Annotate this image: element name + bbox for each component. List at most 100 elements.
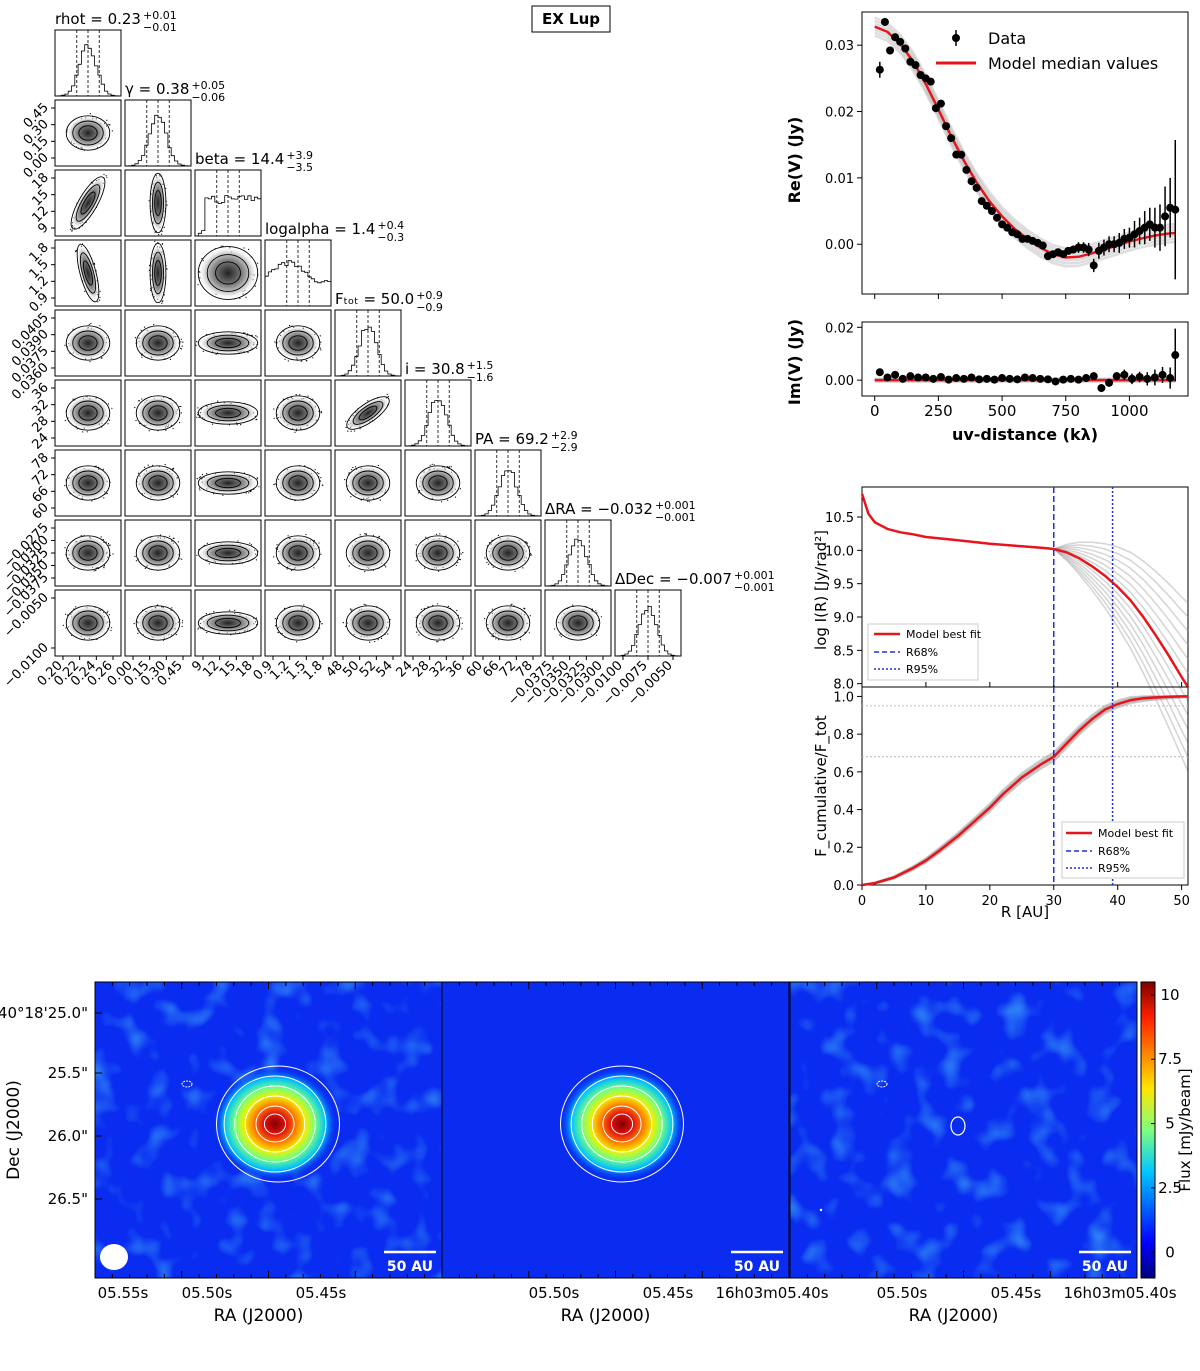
corner-cell <box>334 519 402 587</box>
sample-point <box>248 492 250 494</box>
sample-point <box>273 484 275 486</box>
sample-point <box>250 544 252 546</box>
sample-point <box>163 226 165 228</box>
sample-point <box>161 230 163 232</box>
sample-point <box>220 245 222 247</box>
y-tick-label: 10.5 <box>825 511 854 526</box>
corner-xtick: 18 <box>234 658 256 680</box>
data-point <box>944 375 953 384</box>
parameter-err-down: −0.01 <box>143 21 177 34</box>
sample-point <box>435 533 437 535</box>
sample-point <box>206 542 208 545</box>
sample-point <box>134 406 136 409</box>
sample-point <box>88 323 90 326</box>
sample-point <box>134 337 137 339</box>
sample-point <box>455 564 457 566</box>
density-contour <box>215 407 241 419</box>
y-tick-label: 0.0 <box>833 879 854 894</box>
map-x-tick-label: 05.45s <box>643 1284 694 1302</box>
data-point <box>906 372 915 381</box>
sample-point <box>245 296 247 298</box>
sample-point <box>182 341 184 343</box>
data-point <box>1097 384 1106 393</box>
map-x-tick-label: 05.50s <box>182 1284 233 1302</box>
flux-contour <box>223 1075 327 1173</box>
sample-point <box>368 501 370 503</box>
sample-point <box>138 472 140 474</box>
sample-point <box>106 612 108 614</box>
map-y-tick-label: 26.5" <box>48 1190 88 1208</box>
density-contour <box>498 615 518 631</box>
density-contour <box>72 120 104 146</box>
sample-point <box>144 466 146 468</box>
data-point <box>962 165 971 174</box>
sample-point <box>380 637 383 640</box>
model-sample-band <box>861 493 1189 618</box>
sample-point <box>349 608 351 610</box>
sample-point <box>448 605 450 608</box>
data-point <box>926 77 935 86</box>
sample-point <box>431 463 433 465</box>
sample-point <box>166 204 168 206</box>
data-point <box>1155 223 1164 232</box>
y-tick-label: 9.5 <box>833 578 854 593</box>
map-x-tick-label: 05.55s <box>98 1284 149 1302</box>
data-point <box>1135 372 1144 381</box>
sample-point <box>169 358 171 360</box>
sample-point <box>90 322 92 325</box>
sample-point <box>273 556 275 558</box>
model-sample-band <box>874 16 1176 250</box>
sample-point <box>312 357 314 359</box>
density-contour <box>415 465 461 501</box>
sample-point <box>106 493 108 495</box>
parameter-title: rhot = 0.23 <box>55 10 141 28</box>
density-contour <box>358 545 378 561</box>
sample-point <box>441 501 443 503</box>
data-point <box>992 213 1001 222</box>
data-point <box>947 134 956 143</box>
sample-point <box>560 636 563 638</box>
parameter-err-up: +2.9 <box>551 429 578 442</box>
sample-point <box>154 240 156 242</box>
sample-point <box>423 607 425 610</box>
sample-point <box>384 564 386 567</box>
corner-cell <box>54 99 122 167</box>
corner-cell <box>54 169 122 237</box>
corner-cell <box>264 379 332 447</box>
sample-point <box>318 473 320 475</box>
sample-point <box>425 536 427 538</box>
sample-point <box>180 412 182 414</box>
sample-point <box>65 627 67 629</box>
parameter-title: i = 30.8 <box>405 360 465 378</box>
data-point <box>1028 374 1037 383</box>
sample-point <box>69 228 72 230</box>
corner-cell <box>124 239 192 307</box>
sample-point <box>274 483 276 485</box>
density-contour <box>352 540 384 566</box>
sample-point <box>148 200 150 202</box>
sample-point <box>196 554 198 556</box>
density-contour <box>72 400 104 426</box>
density-contour <box>282 540 314 566</box>
density-contour <box>485 535 531 571</box>
corner-cell <box>544 589 612 657</box>
sample-point <box>450 466 452 468</box>
map-y-axis-label: Dec (J2000) <box>4 1080 24 1180</box>
corner-cell <box>474 519 542 587</box>
data-point <box>959 374 968 383</box>
sample-point <box>359 534 361 536</box>
parameter-err-up: +0.05 <box>191 79 225 92</box>
density-contour <box>215 617 241 629</box>
density-contour <box>428 615 448 631</box>
corner-ytick: 78 <box>30 450 52 472</box>
sample-point <box>289 324 291 327</box>
density-contour <box>78 335 98 351</box>
sample-point <box>429 464 431 466</box>
sample-point <box>245 492 247 494</box>
sample-point <box>454 496 457 498</box>
sample-point <box>102 468 104 470</box>
sample-point <box>172 427 174 430</box>
sample-point <box>80 535 82 537</box>
corner-cell <box>194 239 262 307</box>
